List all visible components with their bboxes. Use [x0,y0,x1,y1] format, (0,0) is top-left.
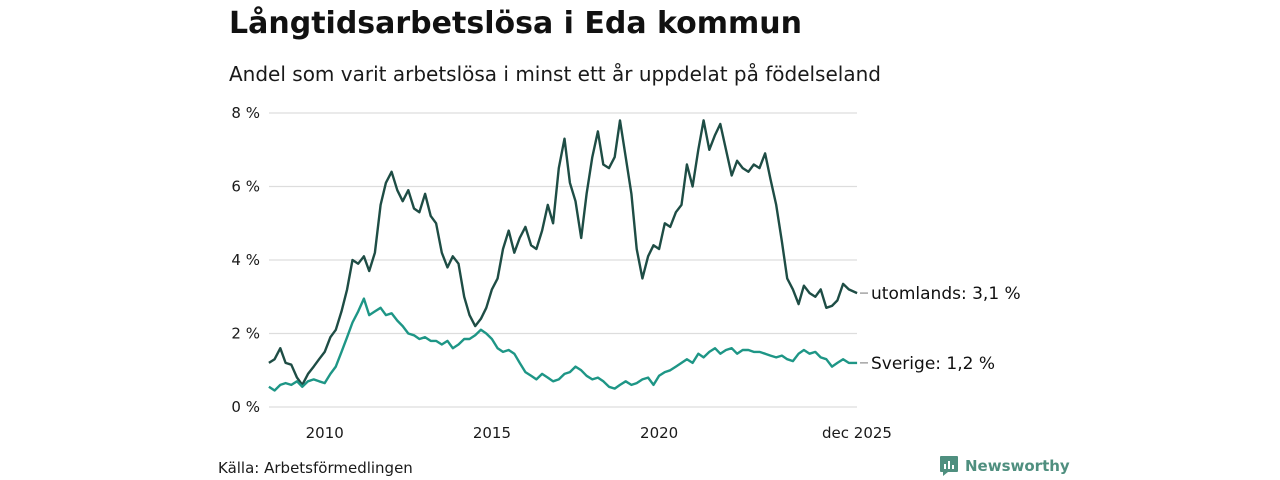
y-tick-label: 0 % [231,398,260,416]
series-line-utomlands [268,119,858,387]
series-lines [268,119,858,392]
series-line-sverige [268,297,858,392]
y-axis-ticks: 0 % 2 % 4 % 6 % 8 % [231,104,260,416]
y-tick-label: 2 % [231,325,260,343]
chart-subtitle: Andel som varit arbetslösa i minst ett å… [229,62,881,86]
x-tick-label: dec 2025 [822,424,892,442]
x-tick-label: 2015 [473,424,511,442]
brand-name: Newsworthy [965,457,1070,475]
x-axis-ticks: 2010 2015 2020 dec 2025 [306,424,892,442]
series-end-label-sverige: Sverige: 1,2 % [871,354,995,374]
newsworthy-chart-icon [940,456,958,476]
source-note: Källa: Arbetsförmedlingen [218,459,413,477]
y-tick-label: 4 % [231,251,260,269]
x-tick-label: 2020 [640,424,678,442]
series-end-label-utomlands: utomlands: 3,1 % [871,284,1021,304]
x-tick-label: 2010 [306,424,344,442]
series-end-labels: utomlands: 3,1 % Sverige: 1,2 % [860,284,1021,374]
y-tick-label: 8 % [231,104,260,122]
y-tick-label: 6 % [231,178,260,196]
chart-title: Långtidsarbetslösa i Eda kommun [229,6,803,41]
newsworthy-logo[interactable]: Newsworthy [939,455,1070,477]
gridlines [269,112,857,408]
